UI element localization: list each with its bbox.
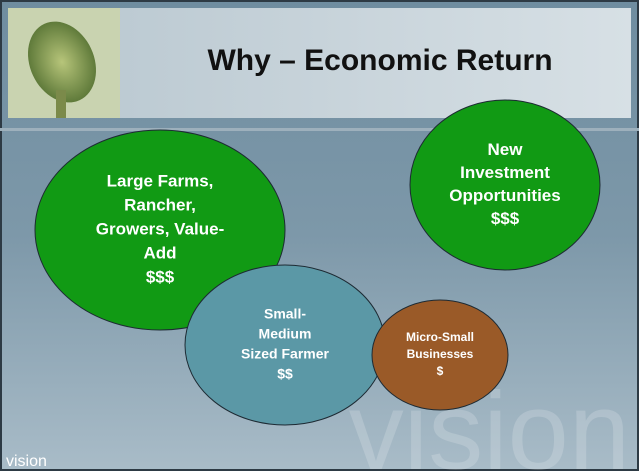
bubble-text: Investment bbox=[460, 163, 550, 182]
bubble-text: Large Farms, bbox=[107, 171, 214, 190]
bubble-text: $$$ bbox=[146, 267, 175, 286]
bubble-text: Rancher, bbox=[124, 195, 196, 214]
bubble-text: Opportunities bbox=[449, 186, 560, 205]
footer: vision bbox=[6, 453, 47, 470]
bubble-text: Micro-Small bbox=[406, 330, 474, 344]
bubble-text: $ bbox=[437, 364, 444, 378]
bubble-text: Small- bbox=[264, 306, 306, 322]
bubble-text: $$ bbox=[277, 366, 293, 382]
bubble-text: $$$ bbox=[491, 209, 520, 228]
bubble-text: Growers, Value- bbox=[96, 219, 225, 238]
bubble-text: Medium bbox=[259, 326, 312, 342]
slide: Why – Economic Return vision vision Larg… bbox=[0, 0, 639, 471]
bubble-text: Sized Farmer bbox=[241, 346, 329, 362]
bubble-text: Add bbox=[143, 243, 176, 262]
bubble-text: New bbox=[488, 140, 524, 159]
slide-title: Why – Economic Return bbox=[207, 44, 552, 77]
stem bbox=[56, 90, 66, 118]
bubble-text: Businesses bbox=[407, 347, 474, 361]
